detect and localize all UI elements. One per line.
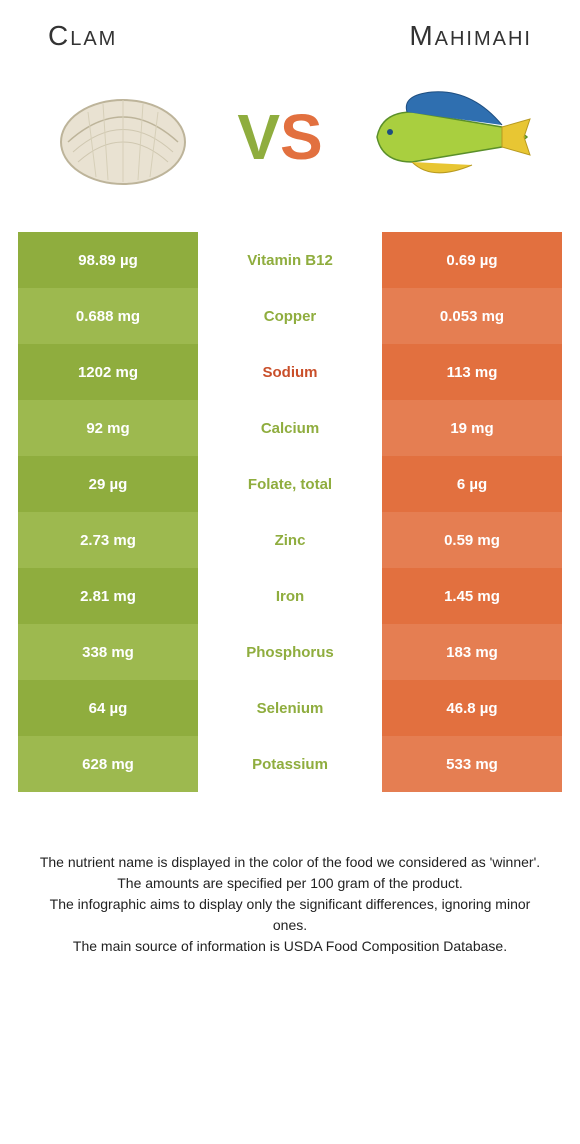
table-row: 64 µgSelenium46.8 µg [18,680,562,736]
left-value: 29 µg [18,456,198,512]
mahimahi-icon [362,87,532,187]
right-value: 1.45 mg [382,568,562,624]
right-value: 0.69 µg [382,232,562,288]
right-food-title: Mahimahi [409,20,532,52]
footnotes: The nutrient name is displayed in the co… [18,852,562,957]
right-value: 113 mg [382,344,562,400]
nutrient-name: Zinc [198,512,382,568]
left-value: 338 mg [18,624,198,680]
titles-row: Clam Mahimahi [18,20,562,52]
right-value: 0.053 mg [382,288,562,344]
vs-v: V [237,100,280,174]
vs-s: S [280,100,323,174]
right-value: 6 µg [382,456,562,512]
nutrient-name: Phosphorus [198,624,382,680]
footnote-line: The infographic aims to display only the… [38,894,542,936]
right-value: 533 mg [382,736,562,792]
hero-row: VS [18,82,562,192]
nutrient-name: Selenium [198,680,382,736]
left-food-title: Clam [48,20,117,52]
right-value: 0.59 mg [382,512,562,568]
left-value: 628 mg [18,736,198,792]
nutrient-name: Folate, total [198,456,382,512]
left-value: 2.73 mg [18,512,198,568]
nutrient-name: Calcium [198,400,382,456]
infographic-wrap: Clam Mahimahi VS 98.89 µgVitamin B120.69… [0,0,580,957]
left-value: 0.688 mg [18,288,198,344]
nutrient-name: Sodium [198,344,382,400]
left-value: 64 µg [18,680,198,736]
footnote-line: The amounts are specified per 100 gram o… [38,873,542,894]
footnote-line: The main source of information is USDA F… [38,936,542,957]
vs-label: VS [237,100,322,174]
nutrient-name: Copper [198,288,382,344]
left-value: 92 mg [18,400,198,456]
table-row: 92 mgCalcium19 mg [18,400,562,456]
clam-icon [48,82,198,192]
right-value: 19 mg [382,400,562,456]
nutrient-name: Iron [198,568,382,624]
table-row: 628 mgPotassium533 mg [18,736,562,792]
table-row: 2.81 mgIron1.45 mg [18,568,562,624]
table-row: 2.73 mgZinc0.59 mg [18,512,562,568]
table-row: 1202 mgSodium113 mg [18,344,562,400]
nutrient-name: Potassium [198,736,382,792]
nutrient-table: 98.89 µgVitamin B120.69 µg0.688 mgCopper… [18,232,562,792]
left-value: 1202 mg [18,344,198,400]
right-value: 46.8 µg [382,680,562,736]
right-value: 183 mg [382,624,562,680]
left-value: 98.89 µg [18,232,198,288]
table-row: 0.688 mgCopper0.053 mg [18,288,562,344]
table-row: 98.89 µgVitamin B120.69 µg [18,232,562,288]
footnote-line: The nutrient name is displayed in the co… [38,852,542,873]
left-value: 2.81 mg [18,568,198,624]
nutrient-name: Vitamin B12 [198,232,382,288]
table-row: 338 mgPhosphorus183 mg [18,624,562,680]
table-row: 29 µgFolate, total6 µg [18,456,562,512]
